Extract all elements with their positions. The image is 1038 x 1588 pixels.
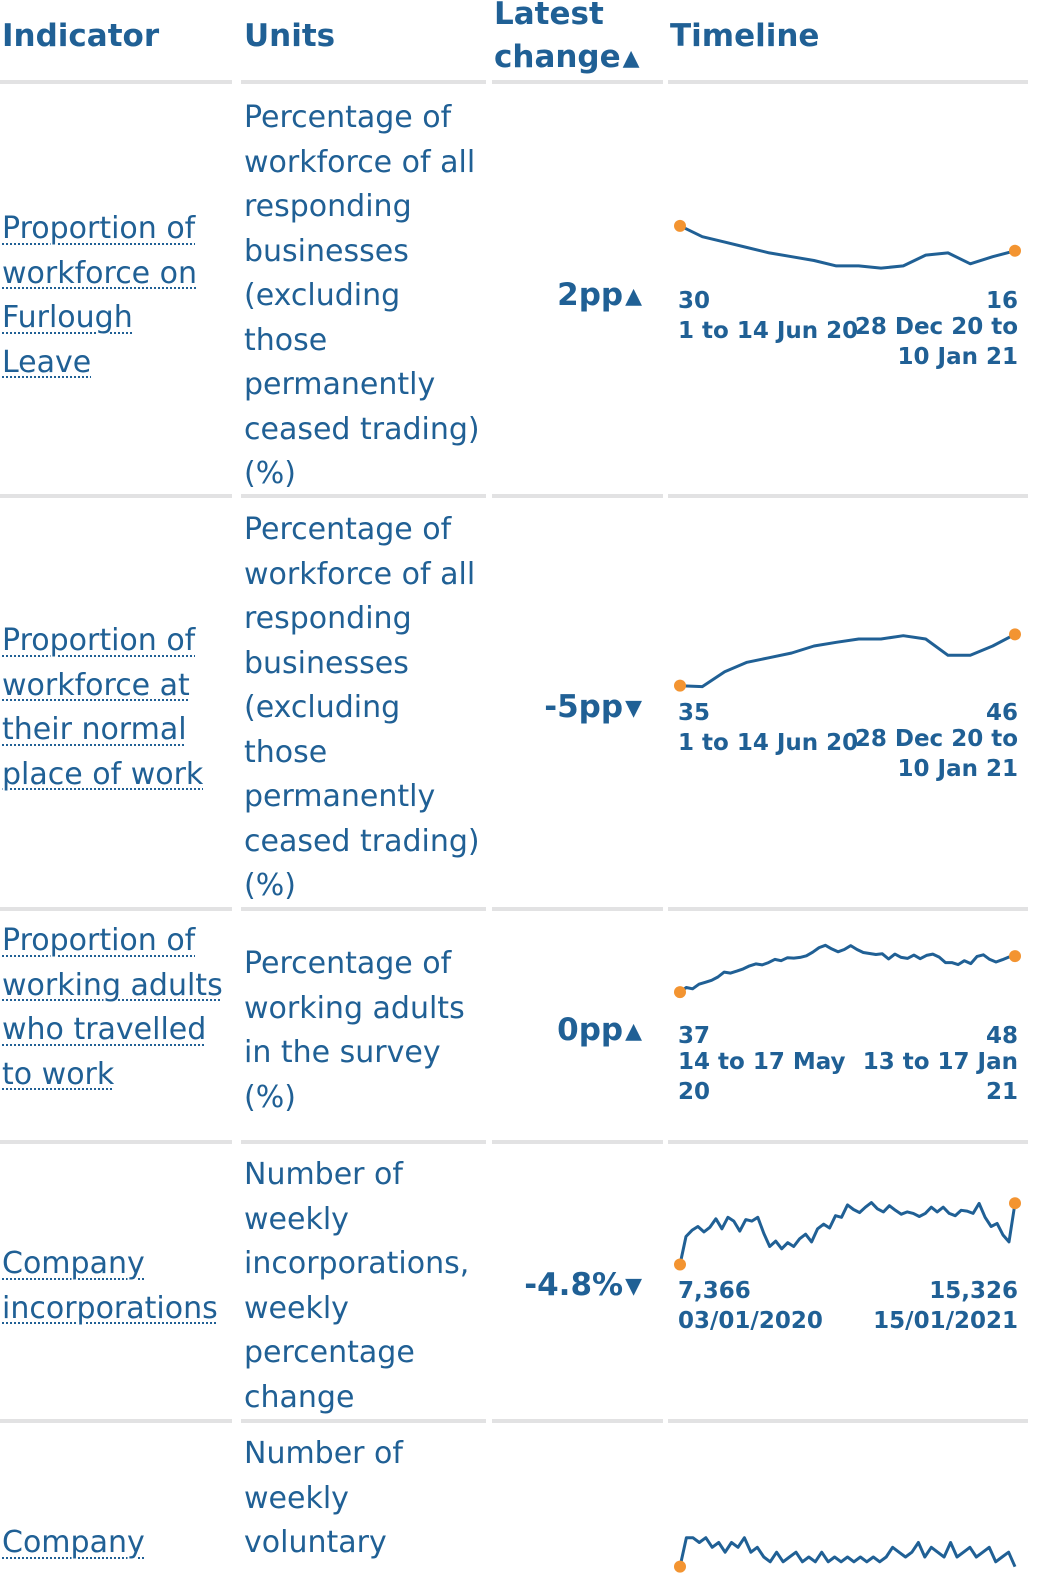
units-company-voluntary: Number of weekly voluntary [244,1436,403,1560]
change-value: -5pp [544,689,624,725]
row-divider [492,1419,663,1423]
units-normal-place: Percentage of workforce of all respondin… [244,512,480,903]
change-value: -4.8% [524,1267,624,1303]
end-date-incorporations: 15/01/2021 [873,1308,1018,1334]
start-date-travelled-2: 20 [678,1079,711,1105]
start-value-travelled: 37 [678,1023,711,1049]
start-date-normal-place: 1 to 14 Jun 20 [678,730,859,756]
header-divider-timeline [668,80,1028,84]
sparkline-furlough [674,219,1021,270]
triangle-up-icon: ▲ [622,46,640,71]
end-value-travelled: 48 [985,1023,1018,1049]
change-value: 0pp [557,1012,624,1048]
row-divider [0,494,232,498]
indicator-furlough[interactable]: Proportion of workforce on Furlough Leav… [2,207,227,385]
sparkline-end-point [1009,244,1021,257]
row-divider [668,494,1028,498]
start-value-incorporations: 7,366 [678,1278,751,1304]
sparkline-series [679,943,1016,994]
sparkline-travelled [674,943,1021,999]
triangle-up-icon: ▲ [625,284,642,309]
end-date-normal-place-1: 28 Dec 20 to [854,726,1018,752]
sparkline-company-voluntary [674,1536,1017,1573]
units-travelled: Percentage of working adults in the surv… [244,946,465,1115]
end-value-normal-place: 46 [985,700,1018,726]
triangle-down-icon: ▼ [625,1274,642,1299]
row-divider [492,1140,663,1144]
units-furlough: Percentage of workforce of all respondin… [244,100,480,491]
header-divider-change [492,80,663,84]
header-units[interactable]: Units [244,18,336,54]
indicator-link[interactable]: Company [2,1525,145,1560]
sparkline-series [679,224,1016,270]
start-value-normal-place: 35 [678,700,711,726]
latest-change-furlough: 2pp▲ [492,277,642,313]
end-date-normal-place-2: 10 Jan 21 [897,756,1018,782]
latest-change-travelled: 0pp▲ [492,1012,642,1048]
sparkline-series [678,1201,1017,1265]
row-divider [0,1419,232,1423]
sparkline-normal-place [674,628,1021,692]
header-divider-indicator [0,80,232,84]
latest-change-normal-place: -5pp▼ [492,689,642,725]
indicator-link[interactable]: Proportion of working adults who travell… [2,923,223,1092]
start-date-travelled-1: 14 to 17 May [678,1049,846,1075]
header-divider-units [241,80,486,84]
row-divider [668,1140,1028,1144]
sparkline-incorporations [674,1197,1021,1271]
row-divider [668,1419,1028,1423]
sparkline-end-point [1009,628,1021,641]
sparkline-start-point [674,1258,686,1271]
sparkline-start-point [674,1560,686,1573]
indicator-travelled[interactable]: Proportion of working adults who travell… [2,919,227,1097]
header-indicator[interactable]: Indicator [2,18,160,54]
triangle-down-icon: ▼ [625,696,642,721]
row-divider [241,494,486,498]
indicator-incorporations[interactable]: Company incorporations [2,1242,227,1331]
end-date-furlough-1: 28 Dec 20 to [854,314,1018,340]
sparkline-end-point [1009,1197,1021,1210]
units-incorporations: Number of weekly incorporations, weekly … [244,1157,470,1415]
row-divider [241,1419,486,1423]
header-latest-change-line1[interactable]: Latest [494,0,604,32]
indicator-link[interactable]: Proportion of workforce on Furlough Leav… [2,211,198,380]
row-divider [0,907,232,911]
change-value: 2pp [557,277,624,313]
header-timeline[interactable]: Timeline [670,18,820,54]
end-date-travelled-2: 21 [985,1079,1018,1105]
sparkline-series [679,632,1016,689]
start-value-furlough: 30 [678,288,711,314]
sparkline-start-point [674,679,686,692]
end-value-furlough: 16 [985,288,1018,314]
start-date-furlough: 1 to 14 Jun 20 [678,318,859,344]
triangle-up-icon: ▲ [625,1019,642,1044]
latest-change-incorporations: -4.8%▼ [492,1267,642,1303]
end-date-furlough-2: 10 Jan 21 [897,344,1018,370]
indicator-company-voluntary[interactable]: Company [2,1521,227,1566]
row-divider [241,907,486,911]
row-divider [241,1140,486,1144]
end-value-incorporations: 15,326 [929,1278,1018,1304]
indicator-link[interactable]: Company incorporations [2,1246,218,1326]
sparkline-series [678,1536,1017,1568]
row-divider [668,907,1028,911]
indicator-link[interactable]: Proportion of workforce at their normal … [2,623,204,792]
start-date-incorporations: 03/01/2020 [678,1308,823,1334]
sparkline-end-point [1009,950,1021,963]
row-divider [492,907,663,911]
row-divider [492,494,663,498]
header-latest-change-line2: change [494,39,621,75]
sparkline-start-point [674,986,686,999]
header-latest-change[interactable]: change▲ [494,35,640,81]
end-date-travelled-1: 13 to 17 Jan [862,1049,1018,1075]
sparkline-start-point [674,219,686,232]
indicator-normal-place[interactable]: Proportion of workforce at their normal … [2,619,227,797]
row-divider [0,1140,232,1144]
